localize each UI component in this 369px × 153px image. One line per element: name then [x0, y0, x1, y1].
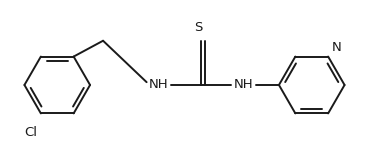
Text: S: S — [194, 21, 203, 34]
Text: Cl: Cl — [24, 126, 37, 139]
Text: NH: NH — [149, 78, 169, 91]
Text: N: N — [332, 41, 342, 54]
Text: NH: NH — [234, 78, 254, 91]
